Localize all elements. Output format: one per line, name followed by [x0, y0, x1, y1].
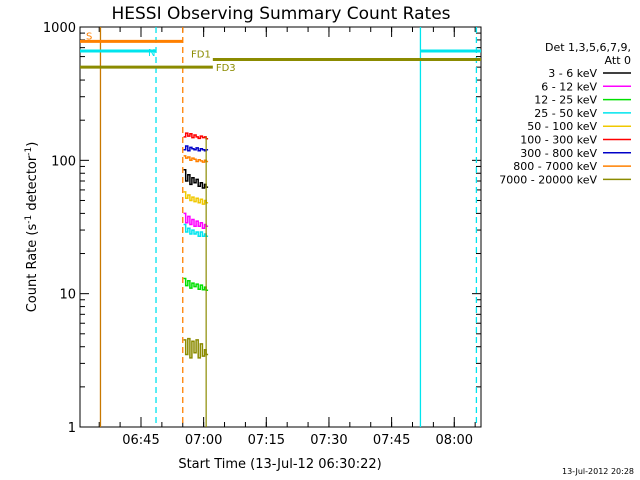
y-tick-label: 1000: [43, 21, 76, 36]
flag-label-saa: S: [86, 31, 92, 42]
legend-entry-label: 3 - 6 keV: [548, 67, 597, 80]
y-axis-label-sup2: -1: [24, 147, 34, 156]
chart-title: HESSI Observing Summary Count Rates: [111, 4, 450, 24]
series-line: [183, 223, 209, 237]
legend-entry-label: 6 - 12 keV: [541, 80, 597, 93]
flag-label-night: N: [148, 48, 155, 59]
series-line: [183, 145, 209, 152]
generation-timestamp: 13-Jul-2012 20:28: [562, 467, 634, 476]
plot-area: 1 10 100 1000 06:45 07:00 07:15 07:30 07:45 08:00…: [43, 21, 482, 448]
series-line: [183, 337, 209, 359]
legend-entry-label: 7000 - 20000 keV: [499, 173, 597, 186]
y-tick-label: 10: [59, 288, 76, 303]
x-tick-label: 07:00: [185, 433, 222, 448]
plot-frame: [79, 26, 482, 428]
y-axis-label-part2: detector: [25, 155, 40, 215]
flag-label-fd1: FD1: [191, 50, 211, 61]
flag-label-fd3: FD3: [216, 63, 236, 74]
x-axis-label: Start Time (13-Jul-12 06:30:22): [178, 457, 381, 472]
legend-entry-label: 300 - 800 keV: [520, 147, 597, 160]
series-line: [183, 191, 209, 205]
series-line: [183, 155, 209, 163]
y-axis-label-part1: Count Rate (s: [25, 224, 40, 313]
x-tick-label: 06:45: [122, 433, 159, 448]
y-axis-label-sup1: -1: [24, 215, 34, 224]
x-tick-label: 07:30: [310, 433, 347, 448]
legend-entry-label: 100 - 300 keV: [520, 134, 597, 147]
legend-entry-label: 50 - 100 keV: [527, 120, 597, 133]
series-line: [183, 168, 209, 189]
y-tick-label: 1: [68, 421, 76, 436]
y-axis-label-part3: ): [25, 142, 40, 147]
series-line: [183, 132, 209, 140]
x-tick-label: 07:45: [373, 433, 410, 448]
y-axis-label: Count Rate (s-1 detector-1): [24, 142, 40, 313]
series-line: [183, 277, 209, 292]
legend-entry-label: 12 - 25 keV: [534, 94, 597, 107]
legend-entry-label: 800 - 7000 keV: [513, 160, 597, 173]
x-tick-label: 08:00: [436, 433, 473, 448]
series-line: [183, 212, 209, 229]
y-tick-label: 100: [51, 154, 76, 169]
x-tick-label: 07:15: [248, 433, 285, 448]
legend-header-detectors: Det 1,3,5,6,7,9,: [545, 41, 631, 54]
legend-header-attenuator: Att 0: [605, 54, 631, 67]
legend-entry-label: 25 - 50 keV: [534, 107, 597, 120]
